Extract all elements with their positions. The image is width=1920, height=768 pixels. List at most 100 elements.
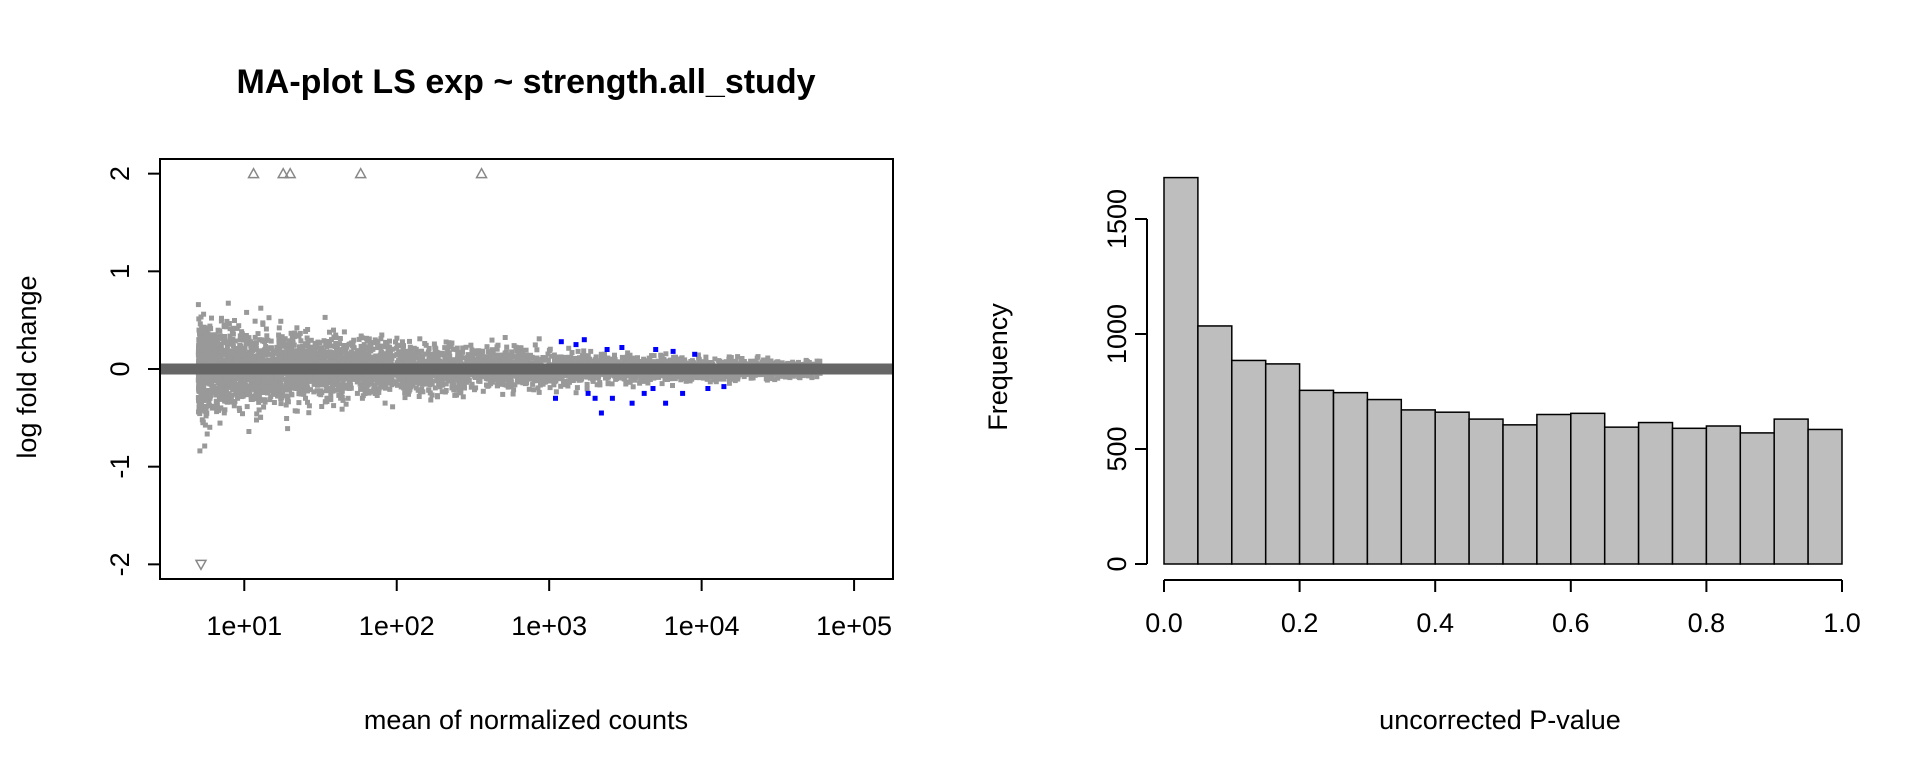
ma-point xyxy=(219,315,224,321)
ma-point xyxy=(236,405,242,411)
ma-point xyxy=(209,315,214,321)
ma-point xyxy=(707,379,713,385)
ma-point xyxy=(303,395,308,401)
ma-point xyxy=(359,335,365,341)
ma-point xyxy=(368,377,374,383)
ma-point xyxy=(336,372,342,378)
ma-point xyxy=(249,341,254,347)
ma-point xyxy=(607,372,613,378)
ma-point xyxy=(446,350,452,356)
ma-point xyxy=(570,376,576,382)
ma-point xyxy=(627,379,633,385)
ma-point xyxy=(621,355,627,361)
ma-point xyxy=(240,393,246,399)
ma-point xyxy=(605,380,611,386)
ma-point xyxy=(431,341,437,347)
ma-point xyxy=(321,338,327,344)
ma-point xyxy=(640,378,646,384)
ma-point xyxy=(765,355,771,361)
ma-point xyxy=(475,352,481,358)
ma-point xyxy=(284,387,290,393)
ma-point xyxy=(197,411,203,417)
ma-point xyxy=(594,382,600,388)
ma-point xyxy=(403,358,409,364)
ma-point xyxy=(613,376,619,382)
ma-point xyxy=(612,373,617,379)
ma-point xyxy=(454,392,459,398)
ma-point xyxy=(260,338,266,344)
ma-point xyxy=(351,337,357,343)
ma-point xyxy=(230,386,236,392)
ma-point xyxy=(695,352,701,358)
ma-point xyxy=(210,357,216,363)
ma-point xyxy=(512,373,518,379)
ma-point xyxy=(277,346,283,351)
ma-point xyxy=(484,354,489,360)
ma-point xyxy=(292,330,298,336)
ma-point xyxy=(553,389,559,395)
ma-point xyxy=(331,359,337,365)
ma-point xyxy=(533,357,539,363)
ma-point xyxy=(311,352,317,358)
ma-point xyxy=(536,336,542,342)
ma-point xyxy=(635,355,640,361)
ma-point xyxy=(350,340,356,346)
ma-point xyxy=(284,416,290,421)
ma-point xyxy=(243,382,249,388)
ma-point xyxy=(443,381,449,387)
ma-point xyxy=(222,334,227,339)
ma-point xyxy=(507,356,513,362)
ma-point xyxy=(204,431,210,437)
ma-point xyxy=(389,373,395,379)
ma-point xyxy=(359,355,365,360)
ma-point xyxy=(204,354,210,359)
ma-point xyxy=(551,352,557,358)
ma-point xyxy=(254,357,259,363)
ma-point xyxy=(504,344,510,350)
ma-point xyxy=(227,341,233,347)
ma-point xyxy=(214,385,220,391)
ma-point xyxy=(383,385,389,391)
ma-point xyxy=(218,346,224,352)
ma-point xyxy=(289,345,294,351)
ma-point xyxy=(324,343,330,349)
ma-point xyxy=(428,397,434,403)
ma-point xyxy=(658,352,664,358)
ma-point xyxy=(584,386,590,392)
ma-point xyxy=(520,351,526,357)
ma-point xyxy=(302,356,308,362)
ma-point xyxy=(195,302,201,308)
ma-point xyxy=(225,300,231,306)
ma-point xyxy=(250,382,256,388)
ma-point xyxy=(540,381,546,387)
ma-point xyxy=(288,330,294,336)
ma-point xyxy=(588,348,594,354)
ma-point xyxy=(227,399,233,405)
ma-point xyxy=(427,382,433,388)
ma-point xyxy=(243,356,249,362)
ma-point xyxy=(415,387,421,393)
ma-point xyxy=(496,377,502,383)
ma-point xyxy=(235,348,241,354)
ma-point xyxy=(365,359,371,365)
ma-point xyxy=(292,408,298,414)
ma-point xyxy=(552,357,557,363)
ma-point xyxy=(545,357,551,363)
ma-point xyxy=(345,395,351,401)
ma-point xyxy=(407,356,413,362)
ma-point xyxy=(208,345,214,351)
ma-point xyxy=(262,389,267,395)
ma-point xyxy=(367,381,372,387)
ma-point xyxy=(451,387,457,393)
ma-point xyxy=(346,386,352,391)
ma-point xyxy=(361,342,367,348)
ma-point xyxy=(378,336,384,342)
ma-point xyxy=(516,351,522,357)
ma-point xyxy=(435,394,440,400)
ma-point xyxy=(201,311,207,317)
ma-point xyxy=(324,339,330,344)
ma-point xyxy=(309,344,315,350)
ma-point xyxy=(324,395,330,401)
ma-point xyxy=(672,360,678,366)
ma-point xyxy=(248,351,254,357)
